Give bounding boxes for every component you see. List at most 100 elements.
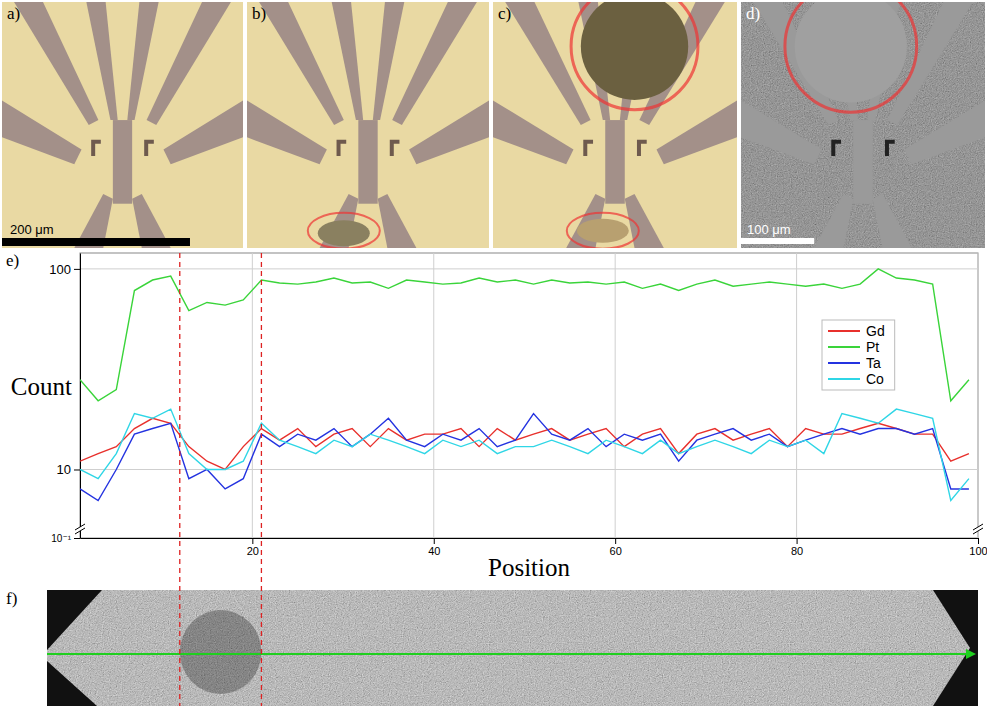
hall-bar	[113, 120, 132, 204]
electrode-lead	[814, 194, 853, 248]
legend-swatch	[828, 346, 860, 348]
micrograph-content	[741, 2, 985, 248]
contact-pad	[583, 140, 593, 156]
x-grid-line	[615, 253, 616, 538]
linescan-panel	[47, 590, 978, 706]
chart-e: 10⁻¹ 10 100 20 40 60 80 100 Count Position GdPtTaC…	[11, 253, 987, 581]
contact-pad	[337, 140, 347, 156]
corner-shade	[933, 590, 978, 648]
y-tick-label: 10	[57, 462, 71, 477]
legend: GdPtTaCo	[822, 320, 895, 390]
highlight-ring	[308, 213, 380, 248]
x-grid-line	[978, 253, 979, 538]
contact-pad	[637, 140, 647, 156]
scan-line	[47, 653, 974, 655]
y-axis-title: Count	[11, 373, 72, 400]
micrograph-panel: d)100 μm	[741, 0, 985, 248]
x-axis-title: Position	[488, 554, 570, 581]
electrode-lead	[2, 100, 82, 164]
contact-pad	[144, 140, 154, 156]
figure: a) 200 μm b) c) d)100 μm 10⁻¹ 10 100 20 40 60 80 100…	[0, 0, 987, 710]
x-tick-mark	[252, 538, 253, 544]
micrograph-content	[493, 2, 737, 248]
highlight-ring	[785, 2, 917, 112]
electrode-lead	[373, 2, 404, 120]
y-tick-label: 10⁻¹	[51, 533, 71, 544]
x-tick: 80	[791, 538, 803, 557]
x-axis-line	[81, 538, 979, 539]
legend-swatch	[828, 330, 860, 332]
micrograph-background	[2, 2, 243, 248]
corner-shade	[933, 648, 978, 706]
x-tick: 60	[610, 538, 622, 557]
micrograph-panel: b)	[247, 2, 489, 249]
y-grid-line	[80, 538, 978, 539]
micrograph-content	[247, 2, 489, 248]
x-tick: 100	[969, 538, 987, 557]
debris	[795, 2, 907, 102]
contact-pad	[885, 140, 895, 156]
x-tick: 20	[247, 538, 259, 557]
electrode-lead	[873, 194, 912, 248]
debris	[577, 219, 629, 243]
electrode-lead	[86, 2, 117, 120]
electrode-lead	[409, 100, 489, 164]
electrode-lead	[127, 2, 158, 120]
electrode-lead	[259, 2, 344, 125]
panel-label: e)	[6, 251, 19, 270]
dark-particle	[180, 610, 262, 694]
y-tick: 100	[49, 262, 80, 277]
plot-frame	[80, 253, 978, 538]
hall-bar	[358, 120, 377, 204]
electrode-lead	[741, 100, 822, 164]
electrode-lead	[656, 100, 737, 164]
x-tick-mark	[434, 538, 435, 544]
micrograph-panel: a) 200 μm	[2, 2, 243, 248]
y-tick: 10	[57, 462, 80, 477]
data-lines	[80, 269, 969, 501]
electrode-lead	[392, 2, 477, 125]
legend-swatch	[828, 362, 860, 364]
panel-label: a)	[7, 4, 20, 23]
x-tick-label: 20	[247, 545, 259, 557]
corner-shade	[47, 661, 97, 706]
x-tick-mark	[978, 538, 979, 544]
y-tick: 10⁻¹	[51, 533, 80, 544]
electrode-lead	[247, 100, 327, 164]
micrograph-panel: c)	[493, 0, 737, 249]
y-grid-line	[80, 268, 978, 269]
corner-shade	[47, 590, 102, 650]
x-tick: 40	[428, 538, 440, 557]
electrode-lead	[14, 2, 98, 125]
legend-box	[822, 320, 895, 390]
panel-label: c)	[498, 4, 511, 23]
micrograph-background	[247, 2, 489, 248]
x-tick-label: 80	[791, 545, 803, 557]
scale-bar	[741, 238, 814, 244]
x-tick-mark	[797, 538, 798, 544]
highlight-ring	[567, 213, 639, 248]
guide-line	[261, 253, 262, 706]
series-line	[80, 409, 969, 500]
debris	[581, 2, 688, 100]
x-tick-label: 40	[428, 545, 440, 557]
y-tick-label: 100	[49, 262, 71, 277]
sem-background	[47, 590, 978, 706]
electrode-lead	[163, 100, 243, 164]
grid	[80, 253, 978, 538]
panel-label: f)	[6, 589, 17, 608]
x-tick-mark	[615, 538, 616, 544]
electrode-lead	[147, 2, 231, 125]
scale-bar	[2, 238, 190, 246]
hall-bar	[853, 120, 873, 204]
legend-label: Gd	[866, 323, 885, 339]
x-grid-line	[252, 253, 253, 538]
y-tick-mark	[74, 469, 80, 470]
guide-line	[179, 253, 180, 706]
legend-label: Pt	[866, 339, 879, 355]
y-tick-mark	[74, 538, 80, 539]
x-grid-line	[796, 253, 797, 538]
series-line	[80, 269, 969, 401]
contact-pad	[831, 140, 841, 156]
scale-bar-label: 200 μm	[10, 222, 54, 237]
